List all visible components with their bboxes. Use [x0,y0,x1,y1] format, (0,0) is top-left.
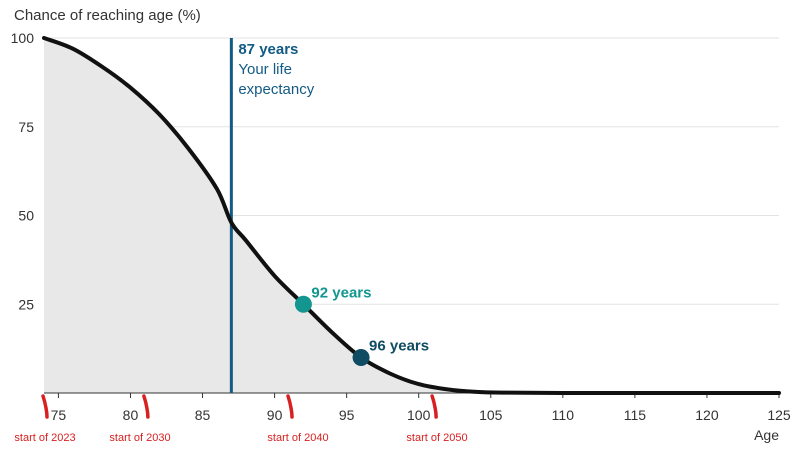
x-tick-label: 105 [479,407,503,423]
annotation-label: start of 2030 [109,432,170,444]
x-tick-label: 85 [195,407,211,423]
age-markers: 92 years 96 years [294,284,429,366]
y-tick-label: 100 [11,30,35,46]
annotation-label: start of 2050 [406,432,467,444]
y-axis-ticks: 25 50 75 100 [11,30,35,312]
y-tick-label: 75 [18,119,34,135]
x-tick-label: 100 [407,407,431,423]
year-annotations: start of 2023 start of 2030 start of 2040 s… [14,394,468,444]
survival-curve [42,36,781,396]
life-expectancy-value: 87 years [238,41,298,58]
survival-area-fill [44,38,779,393]
x-tick-label: 115 [624,407,647,423]
x-axis-label: Age [754,427,779,443]
x-tick-label: 80 [123,407,139,423]
x-tick-label: 75 [51,407,67,423]
life-expectancy-annotation: 87 years Your life expectancy [238,41,314,98]
x-axis-ticks: 75 80 85 90 95 100 105 110 115 120 125 [51,393,791,423]
y-tick-label: 25 [18,296,34,312]
annotation-label: start of 2040 [267,432,328,444]
marker-label-92: 92 years [311,284,371,301]
life-expectancy-text-line-1: Your life [238,61,292,78]
annotation-mark [430,394,438,419]
life-expectancy-text-line-2: expectancy [238,81,314,98]
chart-title: Chance of reaching age (%) [14,7,201,24]
x-tick-label: 110 [552,407,575,423]
y-tick-label: 50 [18,208,34,224]
marker-label-96: 96 years [369,338,429,355]
x-tick-label: 95 [339,407,355,423]
annotation-mark [41,394,49,419]
marker-dot-92 [294,295,312,313]
annotation-label: start of 2023 [14,432,75,444]
x-tick-label: 120 [695,407,719,423]
x-tick-label: 90 [267,407,283,423]
annotation-mark [142,394,150,419]
x-tick-label: 125 [767,407,791,423]
marker-dot-96 [352,349,370,366]
annotation-mark [286,394,294,419]
